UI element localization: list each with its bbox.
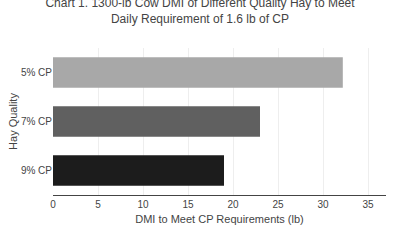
svg-text:0: 0 (50, 199, 56, 210)
svg-text:9% CP: 9% CP (21, 165, 52, 176)
svg-text:30: 30 (317, 199, 329, 210)
svg-text:Hay Quality: Hay Quality (7, 93, 19, 150)
svg-text:20: 20 (227, 199, 239, 210)
svg-text:5: 5 (95, 199, 101, 210)
svg-text:15: 15 (182, 199, 194, 210)
svg-text:25: 25 (272, 199, 284, 210)
svg-text:Chart 1. 1300-lb Cow DMI of Di: Chart 1. 1300-lb Cow DMI of Different Qu… (45, 0, 355, 26)
svg-text:5% CP: 5% CP (21, 67, 52, 78)
svg-text:10: 10 (137, 199, 149, 210)
svg-text:DMI to Meet CP Requirements (l: DMI to Meet CP Requirements (lb) (135, 213, 304, 225)
svg-text:35: 35 (362, 199, 374, 210)
svg-text:7% CP: 7% CP (21, 116, 52, 127)
